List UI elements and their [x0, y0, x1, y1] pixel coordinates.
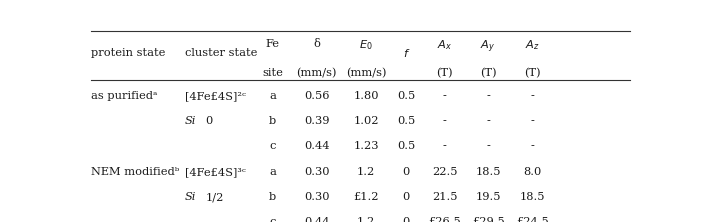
Text: δ: δ	[313, 39, 320, 49]
Text: 0.30: 0.30	[304, 167, 330, 177]
Text: 1.2: 1.2	[357, 217, 375, 222]
Text: 18.5: 18.5	[475, 167, 501, 177]
Text: Si: Si	[185, 116, 196, 126]
Text: (T): (T)	[480, 68, 496, 78]
Text: -: -	[442, 116, 447, 126]
Text: (mm/s): (mm/s)	[296, 68, 337, 78]
Text: 8.0: 8.0	[523, 167, 542, 177]
Text: -: -	[530, 91, 535, 101]
Text: -: -	[530, 116, 535, 126]
Text: (T): (T)	[524, 68, 541, 78]
Text: 0: 0	[403, 217, 410, 222]
Text: 1/2: 1/2	[206, 192, 224, 202]
Text: b: b	[269, 192, 277, 202]
Text: 0: 0	[403, 192, 410, 202]
Text: 22.5: 22.5	[432, 167, 457, 177]
Text: [4Fe£4S]²ᶜ: [4Fe£4S]²ᶜ	[185, 91, 246, 101]
Text: 0.44: 0.44	[304, 141, 330, 151]
Text: 0.56: 0.56	[304, 91, 330, 101]
Text: b: b	[269, 116, 277, 126]
Text: 0.44: 0.44	[304, 217, 330, 222]
Text: $A_y$: $A_y$	[481, 39, 496, 55]
Text: 1.23: 1.23	[353, 141, 379, 151]
Text: $A_x$: $A_x$	[437, 39, 452, 52]
Text: a: a	[269, 91, 276, 101]
Text: -: -	[486, 141, 490, 151]
Text: 0.5: 0.5	[397, 141, 415, 151]
Text: -: -	[530, 141, 535, 151]
Text: 1.80: 1.80	[353, 91, 379, 101]
Text: -: -	[442, 141, 447, 151]
Text: protein state: protein state	[91, 48, 166, 58]
Text: 0.5: 0.5	[397, 116, 415, 126]
Text: £29.5: £29.5	[471, 217, 505, 222]
Text: as purifiedᵃ: as purifiedᵃ	[91, 91, 157, 101]
Text: 1.2: 1.2	[357, 167, 375, 177]
Text: [4Fe£4S]³ᶜ: [4Fe£4S]³ᶜ	[185, 167, 245, 177]
Text: 19.5: 19.5	[475, 192, 501, 202]
Text: 0.39: 0.39	[304, 116, 330, 126]
Text: 18.5: 18.5	[520, 192, 545, 202]
Text: 21.5: 21.5	[432, 192, 457, 202]
Text: £1.2: £1.2	[353, 192, 379, 202]
Text: 0: 0	[206, 116, 213, 126]
Text: (mm/s): (mm/s)	[346, 68, 386, 78]
Text: c: c	[269, 141, 276, 151]
Text: a: a	[269, 167, 276, 177]
Text: 0: 0	[403, 167, 410, 177]
Text: $E_0$: $E_0$	[359, 39, 373, 52]
Text: c: c	[269, 217, 276, 222]
Text: cluster state: cluster state	[185, 48, 257, 58]
Text: $A_z$: $A_z$	[525, 39, 540, 52]
Text: NEM modifiedᵇ: NEM modifiedᵇ	[91, 167, 180, 177]
Text: £24.5: £24.5	[516, 217, 549, 222]
Text: -: -	[486, 91, 490, 101]
Text: 1.02: 1.02	[353, 116, 379, 126]
Text: Si: Si	[185, 192, 196, 202]
Text: site: site	[262, 68, 283, 78]
Text: £26.5: £26.5	[428, 217, 461, 222]
Text: -: -	[442, 91, 447, 101]
Text: 0.5: 0.5	[397, 91, 415, 101]
Text: (T): (T)	[436, 68, 453, 78]
Text: Fe: Fe	[266, 39, 279, 49]
Text: $f$: $f$	[403, 47, 410, 59]
Text: 0.30: 0.30	[304, 192, 330, 202]
Text: -: -	[486, 116, 490, 126]
